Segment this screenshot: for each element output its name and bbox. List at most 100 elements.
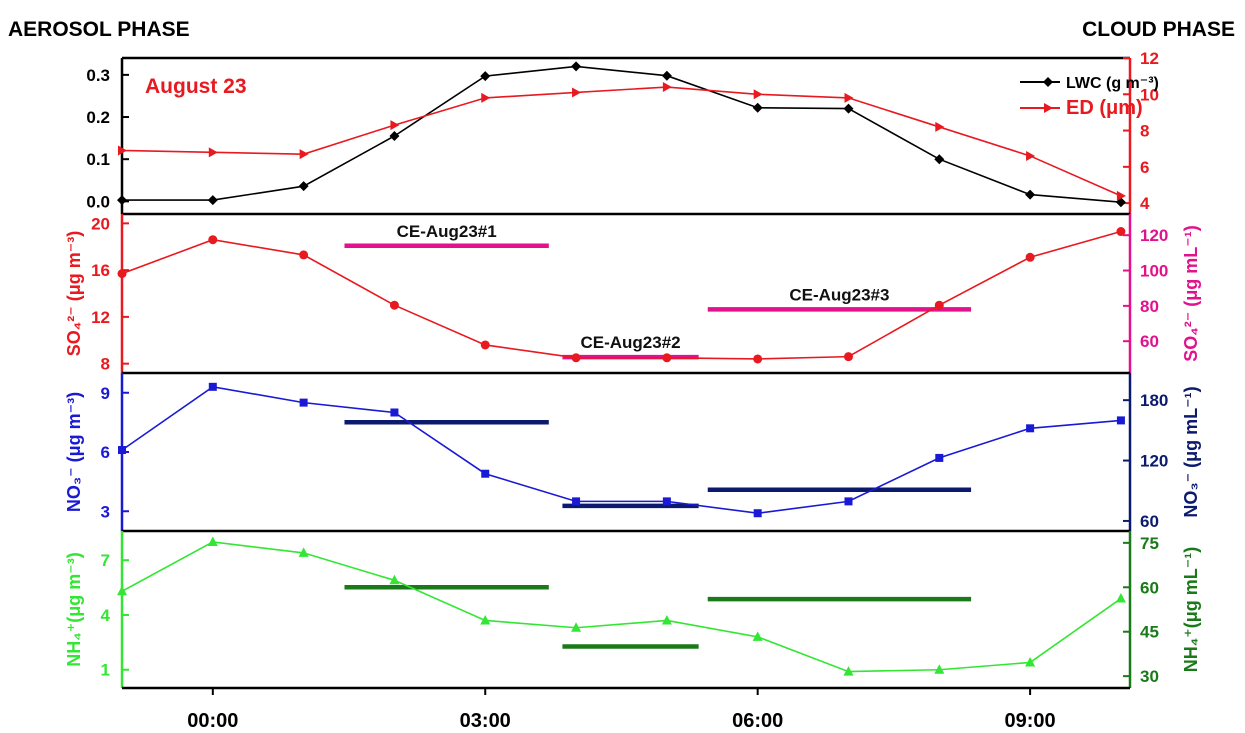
ammonium-series-0-point [934, 664, 945, 674]
lwc-ed-series-1-point [299, 149, 309, 160]
x-axis-tick-label: 06:00 [732, 710, 783, 732]
nitrate-series-0-point [481, 469, 490, 478]
ammonium-left-tick-label: 1 [101, 661, 110, 680]
lwc-ed-series-0-point [843, 103, 854, 114]
lwc-ed-series-1-point [390, 120, 400, 131]
lwc-ed-right-tick-label: 4 [1140, 194, 1150, 213]
ammonium-left-tick-label: 7 [101, 551, 110, 570]
nitrate-series-0-point [208, 382, 217, 391]
lwc-ed-series-1-point [1026, 150, 1036, 161]
lwc-ed-legend-marker [1043, 77, 1053, 87]
ammonium-series-0-point [661, 614, 672, 625]
ammonium-series-0-point [117, 585, 127, 596]
sulfate-right-tick-label: 80 [1140, 297, 1159, 316]
sulfate-series-0-point [208, 235, 218, 245]
lwc-ed-right-tick-label: 12 [1140, 49, 1159, 68]
sulfate-series-0-point [571, 353, 581, 363]
sulfate-right-tick-label: 60 [1140, 332, 1159, 351]
sulfate-segment-label: CE-Aug23#1 [397, 222, 497, 241]
sulfate-right-tick-label: 100 [1140, 262, 1168, 281]
nitrate-left-axis-label: NO₃⁻ (μg m⁻³) [64, 392, 84, 512]
lwc-ed-series-0-line [122, 65, 1121, 203]
lwc-ed-series-0-point [661, 70, 672, 81]
lwc-ed-series-1-point [753, 89, 763, 100]
lwc-ed-series-1-point [481, 92, 491, 103]
nitrate-series-0-point [753, 509, 762, 518]
x-axis-tick-label: 03:00 [460, 710, 511, 732]
sulfate-series-0-line [121, 230, 1122, 360]
nitrate-series-0-point [390, 408, 399, 417]
ammonium-right-tick-label: 45 [1140, 623, 1159, 642]
ammonium-right-tick-label: 75 [1140, 534, 1159, 553]
lwc-ed-legend-label: ED (μm) [1066, 97, 1143, 119]
lwc-ed-left-tick-label: 0.1 [86, 150, 110, 169]
ammonium-right-tick-label: 60 [1140, 578, 1159, 597]
sulfate-series-0-point [299, 250, 309, 260]
sulfate-left-tick-label: 20 [91, 214, 110, 233]
sulfate-series-0-point [934, 300, 944, 310]
nitrate-series-0-point [935, 453, 944, 462]
ammonium-series-0-point [389, 574, 400, 585]
sulfate-series-0-point [480, 340, 490, 350]
lwc-ed-series-1-point [844, 92, 854, 103]
ammonium-left-axis-label: NH₄⁺(μg m⁻³) [64, 552, 84, 667]
sulfate-series-0-point [117, 269, 127, 279]
lwc-ed-series-0-point [389, 131, 400, 141]
ammonium-right-axis-label: NH₄⁺(μg mL⁻¹) [1181, 547, 1201, 673]
nitrate-series-0-line [121, 385, 1121, 515]
nitrate-series-0-point [1026, 424, 1035, 433]
lwc-ed-left-tick-label: 0.2 [86, 108, 110, 127]
lwc-ed-right-tick-label: 8 [1140, 122, 1149, 141]
sulfate-series-0-point [753, 354, 763, 364]
sulfate-left-tick-label: 16 [91, 261, 110, 280]
ammonium-right-tick-label: 30 [1140, 667, 1159, 686]
ammonium-series-0-point [298, 547, 309, 557]
lwc-ed-right-tick-label: 10 [1140, 85, 1159, 104]
lwc-ed-legend-marker [1044, 103, 1053, 113]
lwc-ed-series-1-point [662, 82, 672, 93]
lwc-ed-series-1-point [1116, 190, 1126, 201]
ammonium-series-0-point [480, 614, 491, 625]
x-axis-tick-label: 00:00 [187, 710, 238, 732]
lwc-ed-series-1-point [572, 87, 582, 98]
lwc-ed-right-tick-label: 6 [1140, 158, 1149, 177]
lwc-ed-series-0-point [117, 195, 127, 206]
lwc-ed-series-1-point [118, 145, 127, 156]
nitrate-series-0-point [299, 398, 308, 407]
lwc-ed-left-tick-label: 0.3 [86, 66, 110, 85]
x-axis-tick-label: 09:00 [1005, 710, 1056, 732]
nitrate-left-tick-label: 9 [101, 384, 110, 403]
nitrate-series-0-point [1116, 416, 1125, 425]
lwc-ed-series-0-point [1025, 189, 1036, 200]
lwc-ed-legend-label: LWC (g m⁻³) [1066, 75, 1159, 92]
nitrate-series-0-point [118, 446, 126, 455]
sulfate-right-axis-label: SO₄²⁻ (μg mL⁻¹) [1181, 225, 1201, 362]
lwc-ed-series-1-point [935, 121, 945, 132]
nitrate-left-tick-label: 6 [101, 443, 110, 462]
ammonium-series-0-point [752, 631, 763, 641]
sulfate-left-axis-label: SO₄²⁻ (μg m⁻³) [64, 231, 84, 357]
aerosol-phase-title: AEROSOL PHASE [8, 18, 190, 41]
lwc-ed-left-tick-label: 0.0 [86, 192, 110, 211]
ammonium-series-0-point [1025, 656, 1036, 667]
lwc-ed-series-0-point [571, 61, 582, 72]
nitrate-right-axis-label: NO₃⁻ (μg mL⁻¹) [1181, 386, 1201, 517]
sulfate-left-tick-label: 12 [91, 308, 110, 327]
ammonium-left-tick-label: 4 [101, 606, 111, 625]
lwc-ed-annotation: August 23 [145, 75, 247, 98]
lwc-ed-series-0-point [207, 195, 218, 206]
sulfate-right-tick-label: 120 [1140, 226, 1168, 245]
ammonium-series-0-point [207, 536, 218, 546]
sulfate-segment-label: CE-Aug23#2 [580, 333, 680, 352]
sulfate-series-0-point [1116, 227, 1126, 237]
ammonium-series-0-point [843, 666, 854, 676]
ammonium-series-0-point [1115, 593, 1126, 603]
lwc-ed-series-0-point [298, 181, 309, 192]
nitrate-right-tick-label: 60 [1140, 512, 1159, 531]
sulfate-series-0-point [1025, 252, 1035, 262]
ammonium-series-0-line [121, 541, 1122, 673]
nitrate-left-tick-label: 3 [101, 502, 110, 521]
nitrate-series-0-point [572, 497, 581, 506]
lwc-ed-series-0-point [934, 154, 945, 165]
